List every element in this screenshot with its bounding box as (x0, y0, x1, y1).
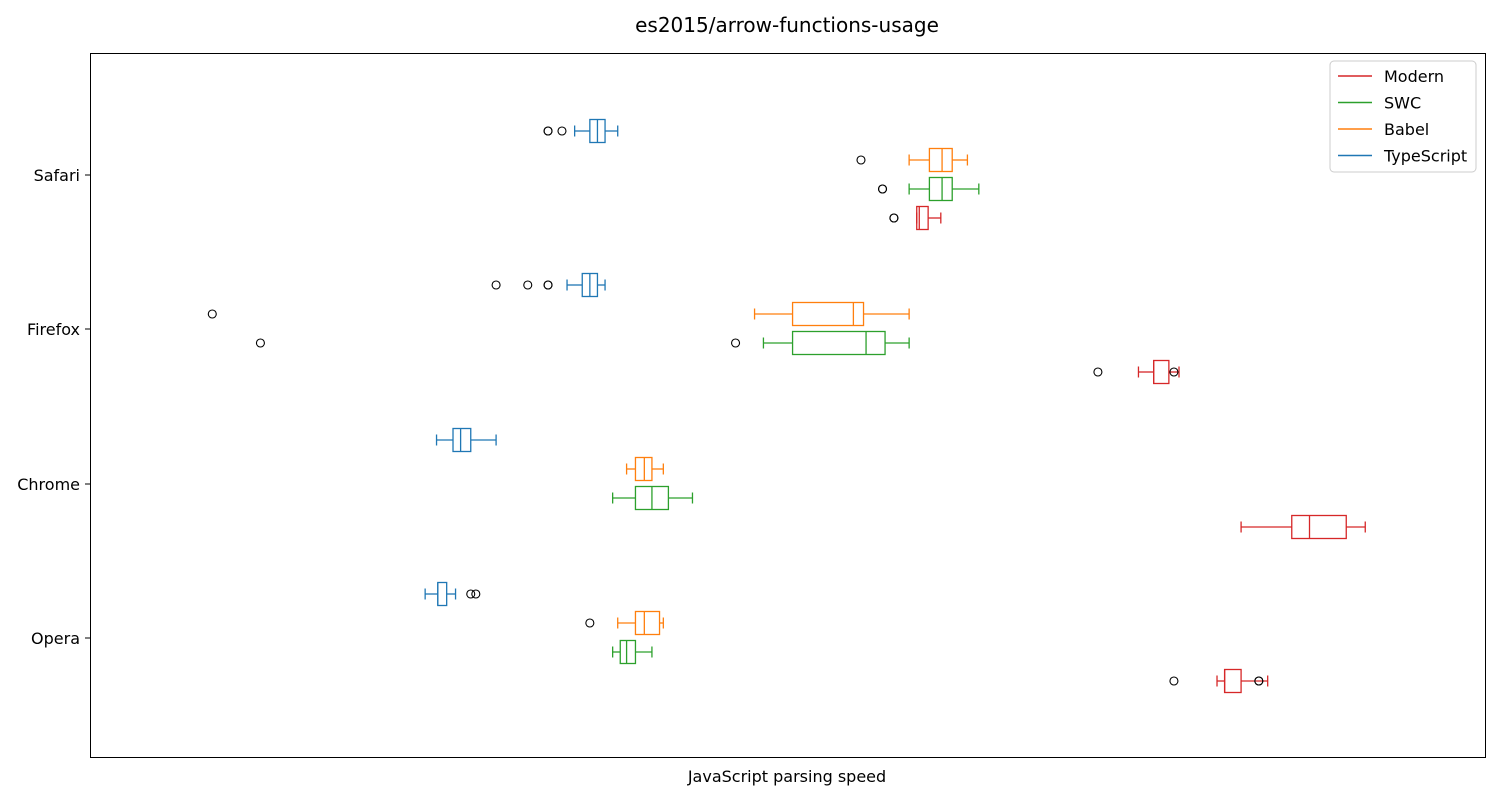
box-modern-chrome (1240, 514, 1366, 540)
legend-item-typescript: TypeScript (1338, 147, 1467, 166)
box-iqr (791, 330, 886, 356)
legend-item-swc: SWC (1338, 94, 1421, 113)
box-swc-safari (877, 176, 980, 202)
box-babel-chrome (625, 456, 664, 482)
box-iqr (1223, 668, 1242, 694)
box-swc-opera (612, 639, 653, 665)
outlier-point (523, 280, 533, 290)
plot-area (207, 118, 1366, 694)
legend-label: Modern (1384, 67, 1444, 86)
box-iqr (1153, 359, 1170, 385)
legend-label: SWC (1384, 94, 1421, 113)
outlier-point (255, 338, 265, 348)
x-axis-label: JavaScript parsing speed (687, 767, 886, 786)
box-typescript-chrome (435, 427, 497, 453)
legend-label: TypeScript (1383, 147, 1467, 166)
outlier-point (856, 155, 866, 165)
outlier-point (471, 589, 481, 599)
outlier-point (557, 126, 567, 136)
box-modern-opera (1169, 668, 1269, 694)
outlier-point (1169, 367, 1179, 377)
y-tick-label: Firefox (27, 320, 80, 339)
box-iqr (452, 427, 472, 453)
y-tick-label: Opera (31, 629, 80, 648)
chart-title: es2015/arrow-functions-usage (635, 13, 939, 37)
outlier-point (1169, 676, 1179, 686)
y-axis: Safari Firefox Chrome Opera (17, 166, 90, 648)
outlier-point (543, 280, 553, 290)
axes-frame (90, 53, 1486, 758)
y-tick-label: Chrome (17, 475, 80, 494)
box-iqr (634, 610, 661, 636)
outlier-point (543, 126, 553, 136)
box-typescript-opera (424, 581, 481, 607)
box-iqr (1291, 514, 1347, 540)
box-babel-opera (585, 610, 664, 636)
box-modern-safari (889, 205, 942, 231)
box-swc-chrome (612, 485, 694, 511)
outlier-point (207, 309, 217, 319)
outlier-point (877, 184, 888, 194)
legend-item-babel: Babel (1338, 120, 1429, 139)
box-swc-firefox (255, 330, 910, 356)
legend-item-modern: Modern (1338, 67, 1444, 86)
outlier-point (466, 589, 476, 599)
box-iqr (916, 205, 929, 231)
box-iqr (791, 301, 865, 327)
outlier-point (889, 213, 899, 223)
box-babel-firefox (207, 301, 910, 327)
outlier-point (731, 338, 741, 348)
y-tick-label: Safari (34, 166, 80, 185)
outlier-point (1093, 367, 1103, 377)
outlier-point (585, 618, 595, 628)
legend-label: Babel (1384, 120, 1429, 139)
box-iqr (928, 147, 953, 173)
box-iqr (619, 639, 637, 665)
box-typescript-firefox (491, 272, 606, 298)
box-typescript-safari (543, 118, 619, 144)
legend-frame (1329, 60, 1477, 173)
box-modern-firefox (1093, 359, 1180, 385)
legend: Modern SWC Babel TypeScript (1329, 60, 1477, 173)
box-iqr (928, 176, 953, 202)
outlier-point (1254, 676, 1264, 686)
box-babel-safari (856, 147, 969, 173)
outlier-point (491, 280, 501, 290)
box-iqr (437, 581, 448, 607)
